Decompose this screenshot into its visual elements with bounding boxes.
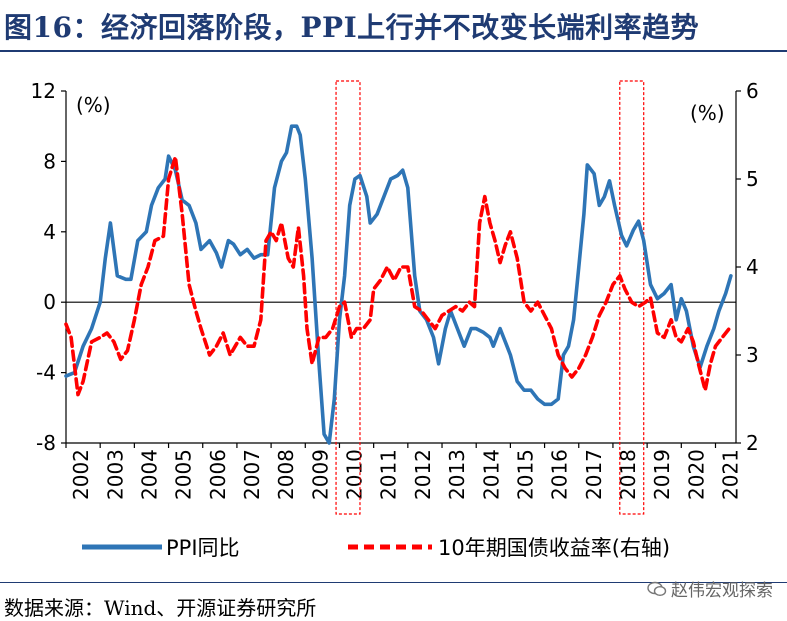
- x-tick-label: 2005: [172, 449, 196, 500]
- right-axis-unit: (%): [690, 101, 725, 125]
- x-tick-label: 2013: [445, 449, 469, 500]
- bond-yield-line: [64, 155, 732, 397]
- x-tick-label: 2015: [513, 449, 537, 500]
- x-tick-label: 2012: [411, 449, 435, 500]
- left-axis-unit: (%): [76, 93, 111, 117]
- x-tick-label: 2002: [69, 449, 93, 500]
- source-note: 数据来源：Wind、开源证券研究所: [4, 596, 317, 620]
- left-tick-label: 0: [43, 290, 56, 314]
- right-tick-label: 5: [746, 167, 759, 191]
- x-tick-label: 2017: [582, 449, 606, 500]
- x-tick-label: 2016: [548, 449, 572, 500]
- legend-item-ppi: PPI同比: [82, 532, 240, 562]
- x-tick-label: 2010: [343, 449, 367, 500]
- x-tick-label: 2021: [719, 449, 743, 500]
- right-tick-label: 3: [746, 343, 759, 367]
- x-tick-label: 2011: [377, 449, 401, 500]
- title-bar: 图16：经济回落阶段，PPI上行并不改变长端利率趋势: [0, 0, 787, 52]
- highlight-box-2: [619, 80, 645, 515]
- legend-ppi-swatch: [82, 544, 162, 550]
- ppi-line: [64, 124, 733, 445]
- wechat-icon: [647, 581, 667, 596]
- x-tick-label: 2020: [684, 449, 708, 500]
- chart: -8 -4 0 4 8 12 2 3 4 5 6 (%) (%) 2002 2003 2004 2005 2006…: [31, 79, 759, 515]
- left-tick-label: 4: [43, 220, 56, 244]
- x-tick-label: 2008: [274, 449, 298, 500]
- chart-title: 图16：经济回落阶段，PPI上行并不改变长端利率趋势: [4, 11, 700, 44]
- right-tick-label: 6: [746, 79, 759, 103]
- legend: PPI同比 10年期国债收益率(右轴): [0, 532, 787, 568]
- right-tick-label: 2: [746, 431, 759, 455]
- x-tick-label: 2009: [308, 449, 332, 500]
- x-tick-label: 2003: [103, 449, 127, 500]
- source-divider: [0, 582, 787, 583]
- legend-bond-swatch: [348, 544, 432, 550]
- x-tick-label: 2006: [206, 449, 230, 500]
- watermark: 赵伟宏观探索: [647, 576, 773, 601]
- x-tick-label: 2004: [137, 449, 161, 500]
- highlight-box-1: [335, 80, 361, 515]
- x-tick-label: 2014: [479, 449, 503, 500]
- legend-bond-label: 10年期国债收益率(右轴): [438, 536, 671, 560]
- legend-item-bond: 10年期国债收益率(右轴): [348, 532, 670, 562]
- x-tick-label: 2019: [650, 449, 674, 500]
- left-tick-label: 12: [31, 79, 56, 103]
- left-tick-label: -4: [36, 361, 56, 385]
- legend-ppi-label: PPI同比: [166, 536, 240, 560]
- watermark-text: 赵伟宏观探索: [671, 581, 773, 601]
- right-tick-label: 4: [746, 255, 759, 279]
- left-tick-label: -8: [36, 431, 56, 455]
- left-tick-label: 8: [43, 149, 56, 173]
- x-tick-label: 2007: [240, 449, 264, 500]
